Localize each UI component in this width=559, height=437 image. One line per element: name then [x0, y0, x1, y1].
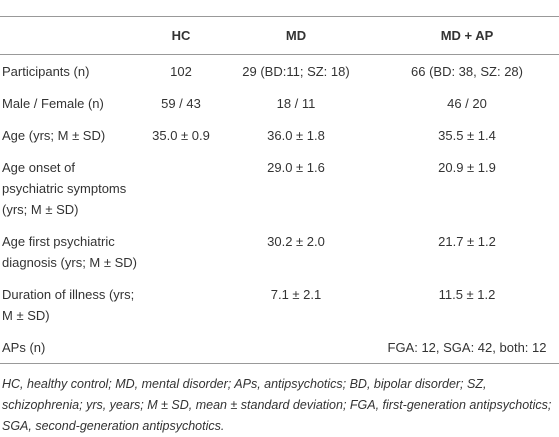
cell: 29 (BD:11; SZ: 18): [242, 64, 350, 79]
cell: [145, 225, 217, 278]
cell: 102: [170, 64, 192, 79]
cell: 66 (BD: 38, SZ: 28): [411, 64, 523, 79]
row-label: APs (n): [2, 340, 46, 355]
row-label: Duration of illness (yrs; M ± SD): [2, 287, 135, 323]
table-row: Age (yrs; M ± SD) 35.0 ± 0.9 36.0 ± 1.8 35.…: [0, 119, 559, 151]
row-label: Age onset of psychiatric symptoms (yrs; …: [2, 160, 127, 217]
cell: [217, 331, 375, 364]
column-header: HC: [145, 16, 217, 55]
cell: 11.5 ± 1.2: [438, 287, 496, 302]
page: HC MD MD + AP Participants (n) 102 29 (BD:11…: [0, 16, 559, 433]
column-header: MD + AP: [375, 16, 559, 55]
table-row: Participants (n) 102 29 (BD:11; SZ: 18) 66 …: [0, 55, 559, 88]
row-label: Age first psychiatric diagnosis (yrs; M …: [2, 234, 137, 270]
column-header: MD: [217, 16, 375, 55]
table-row: Male / Female (n) 59 / 43 18 / 11 46 / 20: [0, 87, 559, 119]
cell: 30.2 ± 2.0: [267, 234, 325, 249]
table-row: Age first psychiatric diagnosis (yrs; M …: [0, 225, 559, 278]
data-table: HC MD MD + AP Participants (n) 102 29 (BD:11…: [0, 16, 559, 364]
cell: 59 / 43: [161, 96, 201, 111]
cell: [145, 278, 217, 331]
row-label: Participants (n): [2, 64, 90, 79]
table-row: Age onset of psychiatric symptoms (yrs; …: [0, 151, 559, 225]
table-row: Duration of illness (yrs; M ± SD) 7.1 ± 2…: [0, 278, 559, 331]
table-row: APs (n) FGA: 12, SGA: 42, both: 12: [0, 331, 559, 364]
row-label: Male / Female (n): [2, 96, 104, 111]
footnote: HC, healthy control; MD, mental disorder…: [2, 377, 552, 433]
cell: 21.7 ± 1.2: [438, 234, 496, 249]
header-row: HC MD MD + AP: [0, 16, 559, 55]
cell: 7.1 ± 2.1: [270, 287, 322, 302]
cell: 29.0 ± 1.6: [267, 160, 325, 175]
cell: [145, 331, 217, 364]
cell: 20.9 ± 1.9: [438, 160, 496, 175]
column-header: [0, 16, 145, 55]
cell: [145, 151, 217, 225]
row-label: Age (yrs; M ± SD): [2, 128, 106, 143]
cell: 36.0 ± 1.8: [267, 128, 325, 143]
cell: 35.5 ± 1.4: [438, 128, 496, 143]
cell: FGA: 12, SGA: 42, both: 12: [387, 340, 547, 355]
cell: 35.0 ± 0.9: [152, 128, 210, 143]
cell: 18 / 11: [276, 96, 316, 111]
cell: 46 / 20: [447, 96, 487, 111]
